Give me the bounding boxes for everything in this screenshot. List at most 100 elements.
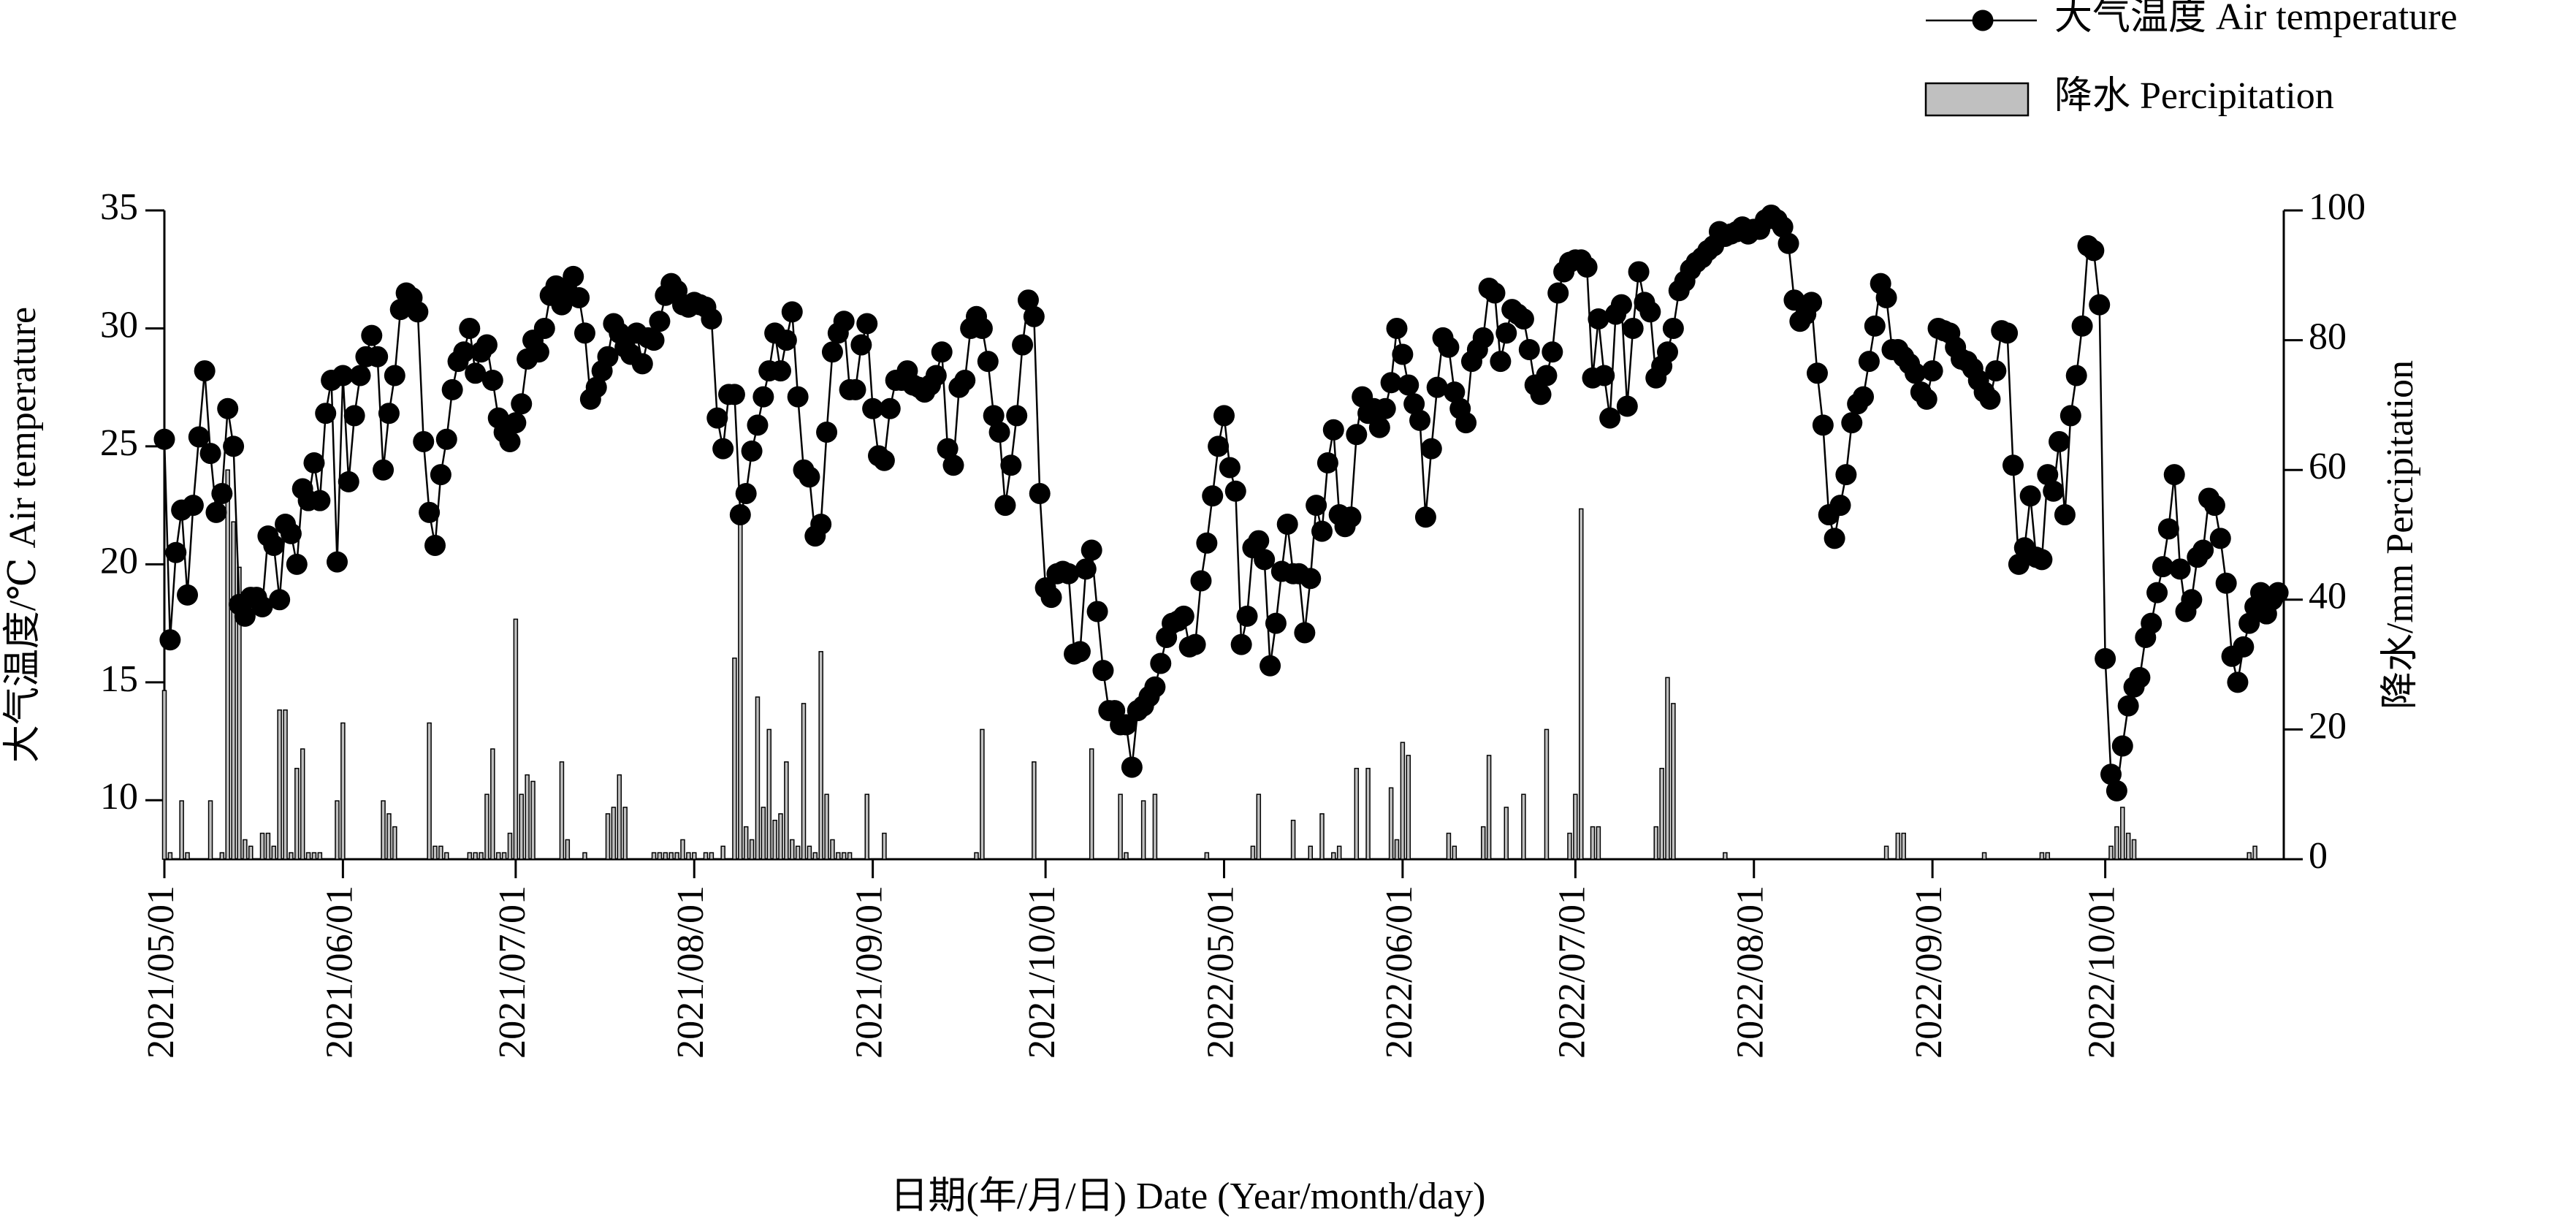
temperature-marker — [2031, 549, 2053, 571]
precipitation-bar — [778, 813, 783, 860]
precipitation-bar — [812, 852, 818, 860]
temperature-marker — [2054, 504, 2076, 526]
temperature-marker — [2037, 464, 2059, 486]
precipitation-bar — [2120, 807, 2125, 860]
precipitation-bar — [289, 852, 294, 860]
precipitation-bar — [1032, 761, 1037, 860]
temperature-marker — [465, 362, 487, 384]
precipitation-bar — [824, 793, 829, 860]
temperature-marker — [1398, 374, 1420, 396]
temperature-marker — [2019, 485, 2041, 507]
precipitation-bar — [1354, 767, 1360, 860]
precipitation-bar — [1400, 742, 1406, 860]
temperature-marker — [931, 341, 953, 363]
precipitation-bar — [1665, 677, 1670, 860]
temperature-marker — [1858, 351, 1880, 373]
temperature-marker — [1230, 633, 1252, 655]
temperature-marker — [1864, 315, 1886, 337]
precipitation-bar — [1590, 826, 1596, 860]
temperature-marker — [1518, 339, 1540, 361]
precipitation-bar — [519, 793, 525, 860]
y2-tick-label: 20 — [2309, 705, 2347, 747]
temperature-marker — [286, 553, 308, 575]
temperature-marker — [643, 330, 665, 351]
precipitation-bar — [1365, 767, 1371, 860]
temperature-marker — [2089, 294, 2111, 316]
precipitation-bar — [530, 780, 536, 860]
temperature-marker — [1368, 416, 1390, 438]
precipitation-bar — [1290, 819, 1296, 860]
temperature-marker — [1012, 334, 1034, 356]
temperature-marker — [2146, 582, 2168, 604]
temperature-marker — [712, 438, 734, 460]
temperature-marker — [1812, 414, 1834, 436]
y-tick-label: 25 — [100, 422, 138, 464]
temperature-marker — [2008, 553, 2030, 575]
temperature-marker — [971, 317, 993, 339]
temperature-marker — [194, 360, 216, 382]
temperature-marker — [2233, 636, 2255, 658]
precipitation-bar — [2131, 839, 2137, 860]
y-tick-label: 35 — [100, 186, 138, 228]
temperature-marker — [631, 353, 653, 375]
temperature-marker — [821, 341, 843, 363]
precipitation-bar — [161, 690, 167, 860]
temperature-marker — [1495, 322, 1517, 344]
precipitation-bar — [479, 852, 484, 860]
precipitation-bar — [1883, 845, 1889, 860]
precipitation-bar — [501, 852, 507, 860]
temperature-marker — [373, 459, 395, 481]
temperature-marker — [1265, 612, 1287, 634]
temperature-marker — [1639, 301, 1661, 323]
temperature-marker — [1916, 388, 1937, 410]
precipitation-bar — [1250, 845, 1256, 860]
temperature-marker — [505, 412, 527, 434]
temperature-marker — [1576, 256, 1598, 278]
precipitation-bar — [2114, 826, 2119, 860]
temperature-marker — [1219, 457, 1241, 479]
temperature-marker — [597, 346, 619, 368]
temperature-marker — [752, 386, 774, 408]
precipitation-bar — [225, 469, 230, 860]
temperature-marker — [983, 405, 1005, 427]
temperature-marker — [1455, 412, 1477, 434]
precipitation-bar — [1653, 826, 1658, 860]
temperature-marker — [1392, 343, 1414, 365]
temperature-marker — [413, 430, 435, 452]
temperature-marker — [2203, 495, 2225, 517]
temperature-marker — [879, 397, 901, 419]
temperature-marker — [419, 501, 441, 523]
temperature-marker — [1628, 261, 1650, 283]
temperature-marker — [1622, 317, 1644, 339]
precipitation-bar — [732, 657, 737, 860]
precipitation-bar — [1901, 832, 1906, 860]
temperature-marker — [706, 407, 728, 429]
temperature-marker — [453, 341, 475, 363]
temperature-marker — [2181, 589, 2203, 611]
temperature-marker — [747, 414, 769, 436]
precipitation-bar — [438, 845, 443, 860]
x-tick-label: 2021/09/01 — [849, 886, 891, 1059]
precipitation-bar — [617, 774, 622, 860]
precipitation-bar — [484, 793, 489, 860]
temperature-marker — [303, 452, 325, 474]
legend-label: 降水 Percipitation — [2054, 75, 2334, 117]
temperature-marker — [234, 605, 256, 627]
precipitation-bar — [766, 728, 771, 860]
temperature-marker — [2106, 780, 2127, 802]
temperature-marker — [159, 629, 181, 651]
y2-axis-title: 降水/mm Percipitation — [2379, 360, 2421, 709]
precipitation-bar — [467, 852, 473, 860]
precipitation-bar — [1579, 508, 1584, 860]
temperature-marker — [1208, 435, 1230, 457]
temperature-marker — [2227, 671, 2249, 693]
temperature-marker — [2071, 315, 2093, 337]
temperature-marker — [1224, 480, 1246, 502]
precipitation-bar — [974, 852, 979, 860]
precipitation-bar — [847, 852, 853, 860]
temperature-marker — [873, 449, 895, 471]
precipitation-bar — [1452, 845, 1457, 860]
temperature-marker — [211, 482, 233, 504]
precipitation-bar — [663, 852, 668, 860]
